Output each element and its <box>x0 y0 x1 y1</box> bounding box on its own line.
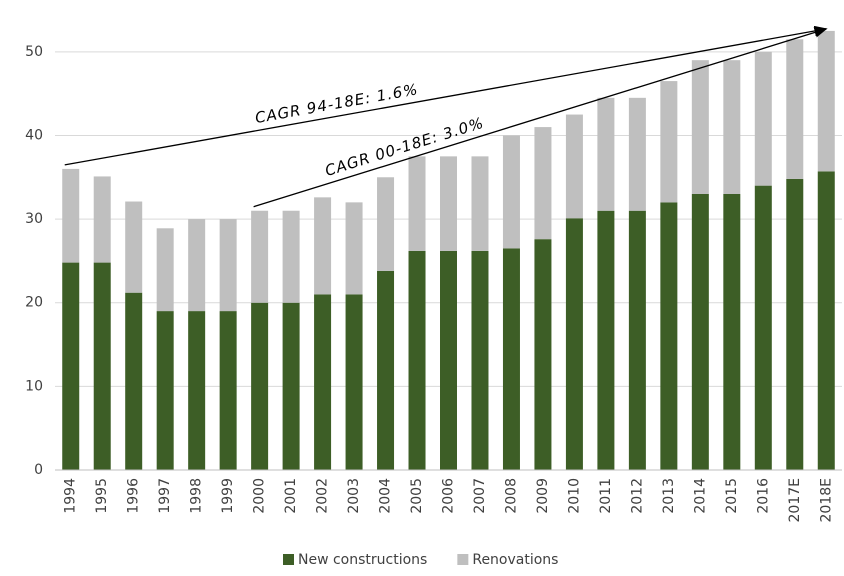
bar-segment <box>125 292 143 470</box>
y-tick-label: 50 <box>25 44 43 60</box>
bar-segment <box>251 302 269 470</box>
bar-segment <box>408 250 426 470</box>
arrow <box>64 25 828 166</box>
y-tick-label: 10 <box>25 378 43 394</box>
bar-segment <box>93 176 111 263</box>
x-tick-label: 2000 <box>252 478 268 514</box>
bar-segment <box>597 210 615 470</box>
bar-segment <box>660 202 678 470</box>
annotation: CAGR 94-18E: 1.6% <box>254 80 420 127</box>
bar-segment <box>471 156 489 251</box>
x-tick-label: 2016 <box>755 478 771 514</box>
bar-segment <box>440 250 457 470</box>
bar-segment <box>314 197 332 295</box>
x-tick-label: 2007 <box>472 478 488 514</box>
bar-segment <box>156 311 174 470</box>
bar-segment <box>754 185 772 471</box>
bar-segment <box>817 171 835 470</box>
x-tick-label: 2006 <box>441 478 457 514</box>
annotation: CAGR 00-18E: 3.0% <box>323 114 486 180</box>
bar-segment <box>786 178 804 471</box>
y-tick-label: 40 <box>25 127 43 143</box>
x-tick-label: 2012 <box>629 478 645 514</box>
x-tick-label: 2009 <box>535 478 551 514</box>
bar-segment <box>628 210 646 470</box>
x-tick-label: 1998 <box>189 478 205 514</box>
bar-segment <box>188 311 206 470</box>
bar-segment <box>62 168 80 263</box>
x-tick-label: 2002 <box>315 478 331 514</box>
bar-segment <box>754 51 772 186</box>
x-tick-label: 2004 <box>378 478 394 514</box>
x-tick-label: 2001 <box>283 478 299 514</box>
bar-segment <box>440 156 457 251</box>
bar-segment <box>93 262 111 470</box>
bar-segment <box>628 97 646 211</box>
bar-segment <box>377 270 395 470</box>
bar-segment <box>345 202 363 295</box>
bar-segment <box>534 239 552 470</box>
bar-segment <box>723 60 741 194</box>
bar-segment <box>597 97 615 211</box>
bar-segment <box>282 210 300 303</box>
bar-segment <box>125 201 143 293</box>
x-tick-label: 2015 <box>724 478 740 514</box>
bar-segment <box>471 250 489 470</box>
x-tick-label: 1997 <box>157 478 173 514</box>
bar-segment <box>377 177 395 271</box>
bar-segment <box>219 311 237 470</box>
bar-segment <box>817 30 835 172</box>
bar-segment <box>565 218 583 470</box>
bar-segment <box>314 294 332 470</box>
bar-segment <box>534 127 552 240</box>
x-tick-label: 1994 <box>63 478 79 514</box>
bar-segment <box>502 135 520 249</box>
legend-swatch <box>283 554 294 565</box>
x-tick-label: 1995 <box>94 478 110 514</box>
bar-segment <box>660 81 678 203</box>
x-tick-label: 1999 <box>220 478 236 514</box>
bar-segment <box>691 194 709 470</box>
bar-segment <box>723 194 741 470</box>
bar-segment <box>502 248 520 470</box>
x-tick-label: 2003 <box>346 478 362 514</box>
bar-segment <box>345 294 363 470</box>
x-tick-label: 2013 <box>661 478 677 514</box>
x-tick-label: 2005 <box>409 478 425 514</box>
legend-label: Renovations <box>472 552 558 568</box>
bar-segment <box>691 60 709 194</box>
y-tick-label: 20 <box>25 295 43 311</box>
legend-swatch <box>457 554 469 565</box>
bar-segment <box>251 210 269 303</box>
bar-segment <box>565 114 583 219</box>
x-tick-label: 2011 <box>598 478 614 514</box>
bar-segment <box>219 219 237 312</box>
y-tick-label: 0 <box>34 462 43 478</box>
x-tick-label: 2008 <box>503 478 519 514</box>
bar-segment <box>282 302 300 470</box>
bar-segment <box>408 156 426 251</box>
x-tick-label: 2010 <box>566 478 582 514</box>
arrow <box>253 27 828 208</box>
bar-segment <box>188 219 206 312</box>
x-tick-label: 1996 <box>126 478 142 514</box>
bar-segment <box>156 228 174 312</box>
y-tick-label: 30 <box>25 211 43 227</box>
legend-label: New constructions <box>298 552 427 568</box>
bar-segment <box>62 262 80 470</box>
x-tick-label: 2017E <box>787 478 803 522</box>
x-tick-label: 2018E <box>818 478 834 522</box>
bar-segment <box>786 39 804 179</box>
x-tick-label: 2014 <box>692 478 708 514</box>
